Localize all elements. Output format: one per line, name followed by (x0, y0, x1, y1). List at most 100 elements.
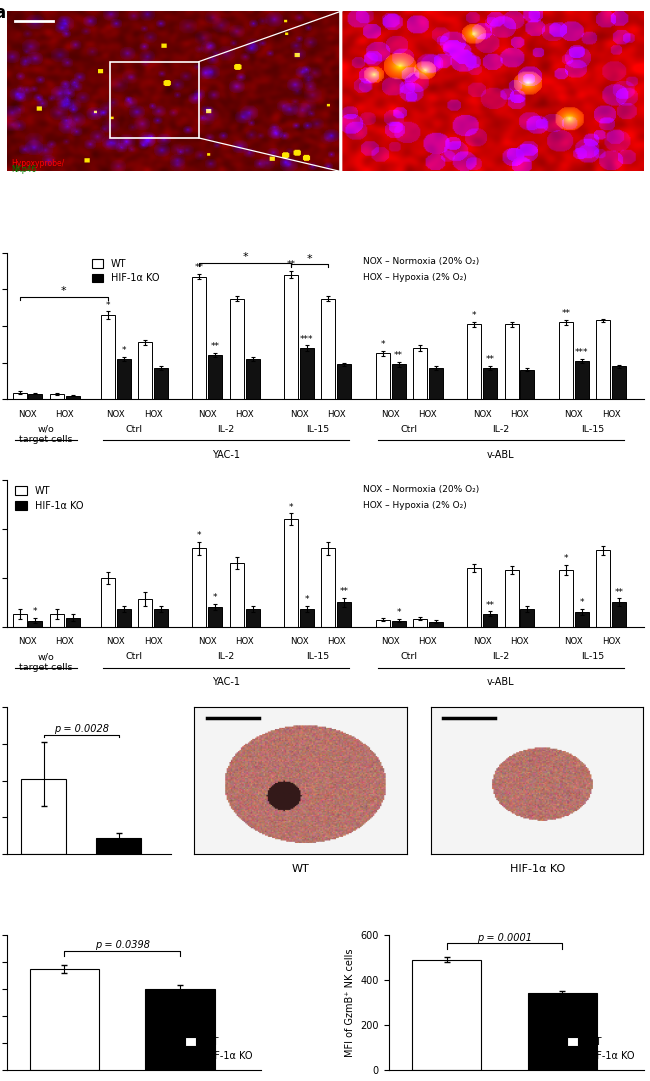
Text: HOX: HOX (510, 638, 529, 646)
Text: NOX: NOX (18, 410, 37, 419)
Text: **: ** (211, 343, 220, 351)
Text: *: * (380, 341, 385, 349)
Text: NOX – Normoxia (20% O₂): NOX – Normoxia (20% O₂) (363, 257, 480, 266)
Bar (521, 370, 534, 399)
Bar (66, 396, 80, 399)
Text: HOX: HOX (602, 410, 621, 419)
Bar (29, 620, 42, 627)
Bar (192, 277, 207, 399)
Text: NOX: NOX (565, 638, 583, 646)
Bar (391, 620, 406, 627)
Bar (192, 548, 207, 627)
Bar (300, 348, 314, 399)
Text: *: * (33, 608, 38, 616)
Text: **: ** (287, 261, 296, 269)
Text: *: * (289, 503, 293, 511)
Text: w/o
target cells: w/o target cells (20, 425, 73, 444)
Legend: WT, HIF-1α KO: WT, HIF-1α KO (11, 482, 87, 515)
Text: HOX: HOX (419, 638, 437, 646)
Text: NOX: NOX (290, 638, 308, 646)
Text: YAC-1: YAC-1 (212, 677, 240, 688)
Text: p = 0.0001: p = 0.0001 (477, 933, 532, 943)
Text: v-ABL: v-ABL (487, 450, 515, 459)
Text: *: * (307, 254, 313, 264)
Bar (429, 622, 443, 627)
Bar (29, 393, 42, 399)
Bar (596, 550, 610, 627)
Legend: WT, HIF-1α KO: WT, HIF-1α KO (563, 1032, 639, 1066)
Bar (146, 989, 215, 1070)
Bar (559, 570, 573, 627)
Text: HOX: HOX (327, 638, 346, 646)
Text: IL-15: IL-15 (581, 425, 604, 433)
Bar (413, 348, 427, 399)
Text: v-ABL: v-ABL (487, 677, 515, 688)
Text: NOX: NOX (107, 638, 125, 646)
Text: Ctrl: Ctrl (401, 425, 418, 433)
Bar (504, 324, 519, 399)
Text: *: * (213, 592, 218, 602)
Legend: WT, HIF-1α KO: WT, HIF-1α KO (88, 255, 164, 288)
Text: p = 0.0398: p = 0.0398 (95, 940, 150, 950)
Text: w/o
target cells: w/o target cells (20, 652, 73, 671)
Bar (300, 609, 314, 627)
Text: ***: *** (300, 335, 314, 344)
Bar (521, 609, 534, 627)
Bar (101, 315, 115, 399)
Text: Hypoxyprobe/: Hypoxyprobe/ (12, 159, 65, 168)
Text: *: * (396, 609, 401, 617)
Bar (154, 368, 168, 399)
Text: HOX: HOX (510, 410, 529, 419)
Legend: WT, HIF-1α KO: WT, HIF-1α KO (181, 1032, 257, 1066)
Text: IL-2: IL-2 (217, 652, 235, 662)
Text: HOX: HOX (327, 410, 346, 419)
Text: IL-2: IL-2 (492, 425, 510, 433)
Text: NOX: NOX (382, 410, 400, 419)
Bar (154, 609, 168, 627)
Text: IL-15: IL-15 (581, 652, 604, 662)
Text: HOX: HOX (602, 638, 621, 646)
Bar (209, 356, 222, 399)
Bar (612, 602, 626, 627)
Bar (391, 364, 406, 399)
Bar (96, 838, 141, 854)
Bar (337, 364, 351, 399)
Text: *: * (105, 301, 110, 309)
Text: NOX: NOX (290, 410, 308, 419)
Text: HOX: HOX (144, 410, 162, 419)
Text: Ctrl: Ctrl (126, 425, 143, 433)
Text: *: * (242, 252, 248, 263)
Text: *: * (122, 346, 126, 355)
Bar (376, 353, 390, 399)
Text: NOX: NOX (473, 638, 491, 646)
Text: NOX: NOX (198, 410, 216, 419)
Bar (138, 343, 152, 399)
Text: **: ** (340, 587, 348, 596)
Bar (284, 519, 298, 627)
Text: *: * (472, 311, 476, 320)
Bar (117, 609, 131, 627)
Text: Ctrl: Ctrl (126, 652, 143, 662)
Text: NOX: NOX (565, 410, 583, 419)
Text: IL-2: IL-2 (492, 652, 510, 662)
Bar (483, 368, 497, 399)
Bar (21, 778, 66, 854)
Text: *: * (61, 286, 66, 296)
Text: **: ** (486, 356, 495, 364)
Bar (337, 602, 351, 627)
Bar (504, 570, 519, 627)
Text: Ctrl: Ctrl (401, 652, 418, 662)
Text: **: ** (394, 351, 403, 360)
Bar (412, 960, 482, 1070)
Text: HOX: HOX (55, 638, 74, 646)
Y-axis label: MFI of GzmB⁺ NK cells: MFI of GzmB⁺ NK cells (345, 948, 355, 1057)
Text: NOX: NOX (18, 638, 37, 646)
Bar (50, 393, 64, 399)
Bar (117, 359, 131, 399)
Text: IL-2: IL-2 (217, 425, 235, 433)
Bar (528, 993, 597, 1070)
Text: **: ** (615, 588, 623, 597)
Bar (596, 320, 610, 399)
Bar (12, 392, 27, 399)
Text: *: * (564, 553, 568, 563)
